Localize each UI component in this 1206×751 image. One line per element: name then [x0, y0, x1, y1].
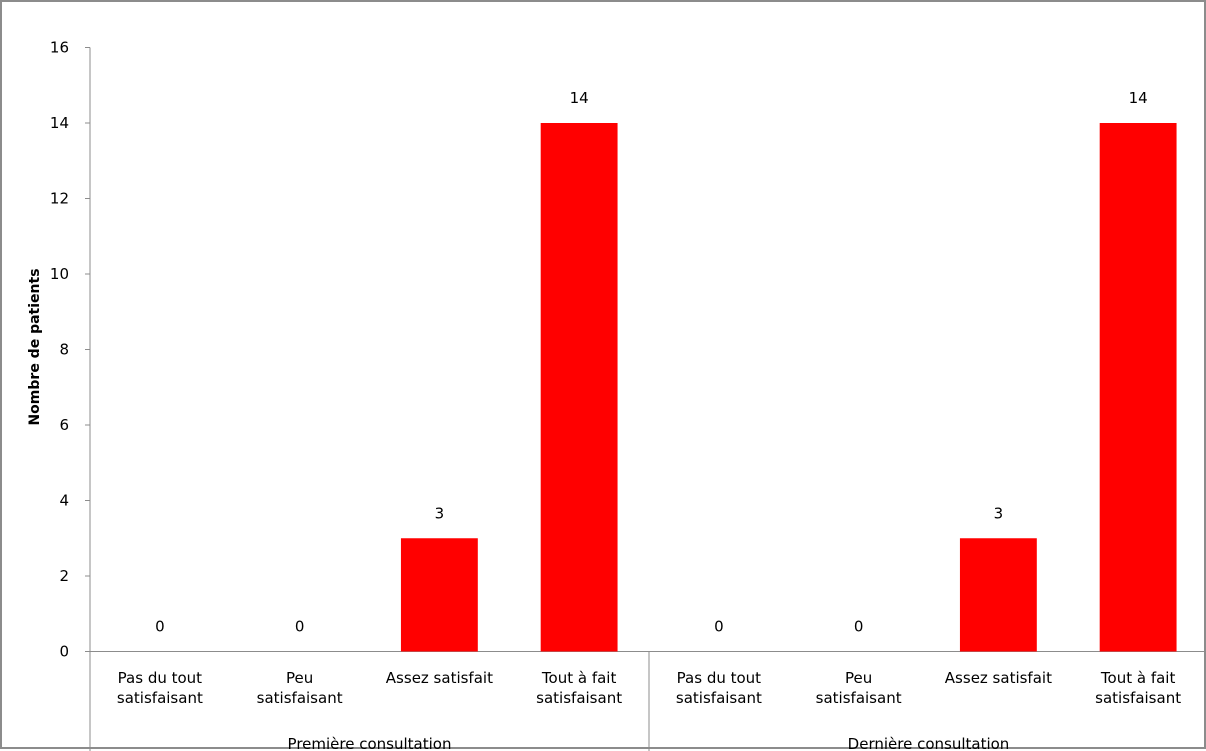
x-category-label: Assez satisfait	[386, 669, 493, 687]
y-axis-title: Nombre de patients	[27, 268, 43, 425]
bar	[1100, 123, 1177, 652]
data-label: 14	[1129, 89, 1148, 107]
data-label: 0	[295, 618, 305, 636]
y-tick-label: 14	[50, 114, 69, 132]
x-category-label: Assez satisfait	[945, 669, 1052, 687]
bar	[401, 538, 478, 651]
data-label: 3	[435, 504, 445, 522]
bar	[960, 538, 1037, 651]
y-axis: 0 2 4 6 8 10 12 14 16	[50, 39, 90, 661]
bars	[401, 123, 1177, 652]
data-label: 0	[155, 618, 165, 636]
data-label: 14	[570, 89, 589, 107]
data-label: 0	[854, 618, 864, 636]
y-tick-label: 2	[59, 567, 69, 585]
bar	[541, 123, 618, 652]
y-tick-label: 10	[50, 265, 69, 283]
data-label: 0	[714, 618, 724, 636]
y-tick-label: 16	[50, 39, 69, 57]
y-tick-label: 0	[59, 643, 69, 661]
y-tick-label: 8	[59, 341, 69, 359]
data-label: 3	[994, 504, 1004, 522]
y-tick-label: 4	[59, 492, 69, 510]
y-tick-label: 6	[59, 416, 69, 434]
y-tick-label: 12	[50, 190, 69, 208]
